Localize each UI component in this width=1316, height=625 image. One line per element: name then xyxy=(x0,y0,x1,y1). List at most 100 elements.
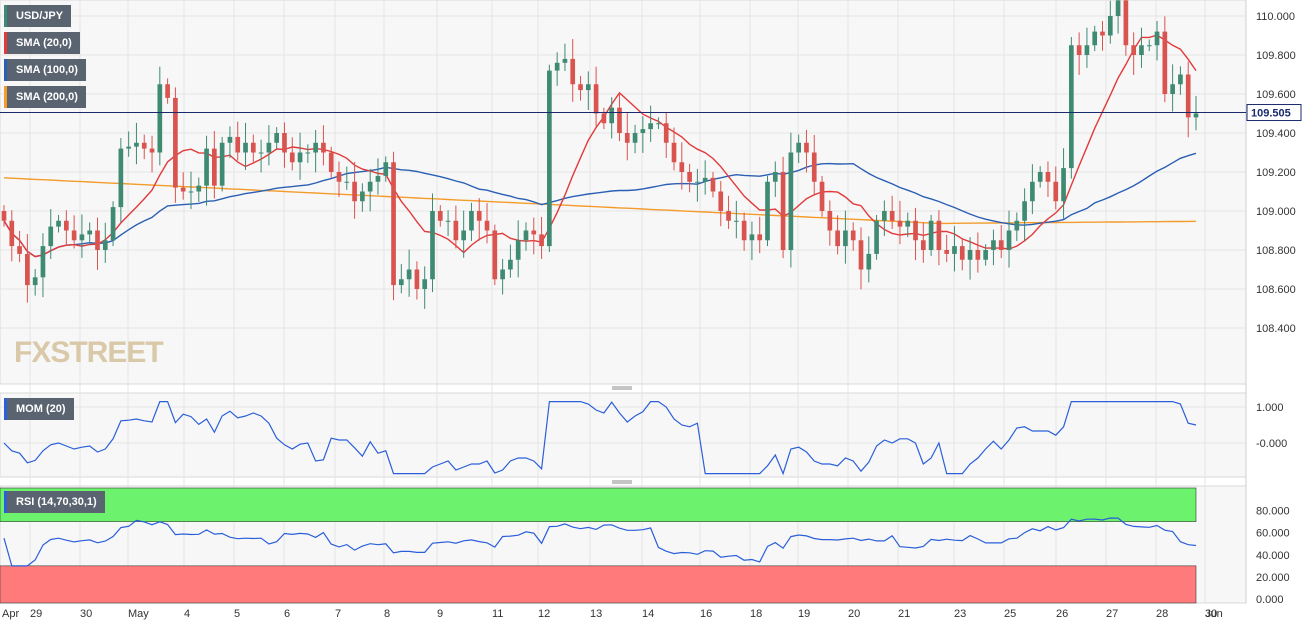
candle-body xyxy=(1162,31,1168,95)
candle-body xyxy=(656,123,661,125)
rsi-tick-label: 80.000 xyxy=(1256,506,1290,518)
mom-tick-label: -0.000 xyxy=(1256,438,1287,450)
candle-body xyxy=(157,84,163,153)
fxstreet-watermark: FXSTREET xyxy=(14,336,163,369)
candle-body xyxy=(289,152,295,163)
candle-body xyxy=(87,230,93,235)
candle-body xyxy=(640,129,646,133)
sma20-label-text: SMA (20,0) xyxy=(16,37,72,49)
candle-body xyxy=(648,123,653,130)
candle-body xyxy=(56,220,61,227)
candle-body xyxy=(819,181,825,211)
candle-body xyxy=(547,70,552,247)
candle-body xyxy=(1030,181,1035,202)
rsi-oversold-zone xyxy=(0,565,1197,604)
candle-body xyxy=(1185,74,1191,118)
candle-body xyxy=(282,133,287,153)
date-tick-label: 28 xyxy=(1156,608,1168,620)
mom-tick-label: 1.000 xyxy=(1256,402,1284,414)
candle-body xyxy=(928,220,934,250)
candle-body xyxy=(531,230,537,235)
candle-body xyxy=(1022,201,1027,221)
price-tick-label: 108.400 xyxy=(1256,323,1296,335)
price-tick-label: 108.600 xyxy=(1256,284,1296,296)
symbol-color-swatch xyxy=(4,5,7,27)
sma100-line xyxy=(3,152,1197,258)
candle-body xyxy=(944,250,950,254)
candle-body xyxy=(149,148,155,153)
candle-body xyxy=(383,162,389,176)
rsi-color-swatch xyxy=(4,491,7,513)
price-tick-label: 108.800 xyxy=(1256,245,1296,257)
candle-body xyxy=(991,240,996,250)
candle-body xyxy=(437,211,443,221)
candle-body xyxy=(188,191,194,193)
candle-body xyxy=(811,152,817,182)
candle-body xyxy=(663,123,669,143)
candle-body xyxy=(461,230,466,241)
candle-body xyxy=(165,84,170,98)
candle-body xyxy=(1123,0,1129,46)
candle-body xyxy=(204,148,209,186)
candle-body xyxy=(17,246,22,254)
sma200-label[interactable]: SMA (200,0) xyxy=(4,86,86,108)
sma20-label[interactable]: SMA (20,0) xyxy=(4,32,80,54)
candle-body xyxy=(1193,113,1199,118)
candle-body xyxy=(48,226,54,247)
candle-body xyxy=(741,220,747,241)
candle-body xyxy=(866,253,872,270)
candle-body xyxy=(749,234,755,241)
sma100-label-text: SMA (100,0) xyxy=(16,64,78,76)
candle-body xyxy=(1107,16,1113,36)
candle-body xyxy=(360,191,365,202)
mom-color-swatch xyxy=(4,398,7,420)
date-tick-label: 7 xyxy=(335,608,341,620)
rsi-label[interactable]: RSI (14,70,30,1) xyxy=(4,491,105,513)
candle-body xyxy=(25,253,30,286)
grid xyxy=(0,0,1247,604)
candle-body xyxy=(1,211,7,221)
candle-body xyxy=(632,133,638,143)
candle-body xyxy=(469,211,474,231)
date-tick-label: 5 xyxy=(234,608,240,620)
candle-body xyxy=(9,220,15,247)
candle-body xyxy=(1045,172,1051,182)
momentum-line xyxy=(3,401,1197,476)
symbol-label[interactable]: USD/JPY xyxy=(4,5,72,27)
candle-body xyxy=(788,152,794,250)
date-tick-label: 23 xyxy=(954,608,966,620)
candle-body xyxy=(718,191,724,211)
candle-body xyxy=(352,181,357,202)
date-tick-label: 16 xyxy=(700,608,712,620)
candle-body xyxy=(1154,31,1160,46)
candle-body xyxy=(780,172,786,250)
mom-label[interactable]: MOM (20) xyxy=(4,398,74,420)
sma100-label[interactable]: SMA (100,0) xyxy=(4,59,86,81)
candle-body xyxy=(476,211,482,221)
symbol-label-text: USD/JPY xyxy=(16,10,64,22)
candle-body xyxy=(313,142,318,153)
candle-body xyxy=(936,220,942,250)
candle-body xyxy=(1084,45,1090,55)
rsi-bands xyxy=(0,487,1197,604)
candle-body xyxy=(196,185,202,192)
candle-body xyxy=(118,148,124,208)
candle-body xyxy=(952,246,957,254)
candle-body xyxy=(983,250,988,260)
candle-body xyxy=(539,234,544,247)
candle-body xyxy=(219,142,225,186)
candle-body xyxy=(679,162,685,172)
candle-body xyxy=(827,211,833,231)
candle-body xyxy=(835,230,840,247)
rsi-tick-label: 0.000 xyxy=(1256,594,1284,606)
candle-body xyxy=(40,246,46,278)
date-tick-label: 25 xyxy=(1004,608,1016,620)
date-tick-label: Apr xyxy=(2,608,19,620)
candle-body xyxy=(695,181,700,183)
sma200-label-text: SMA (200,0) xyxy=(16,91,78,103)
sma200-color-swatch xyxy=(4,86,7,108)
candles xyxy=(1,0,1199,309)
candle-body xyxy=(500,269,505,280)
candle-body xyxy=(882,211,887,221)
